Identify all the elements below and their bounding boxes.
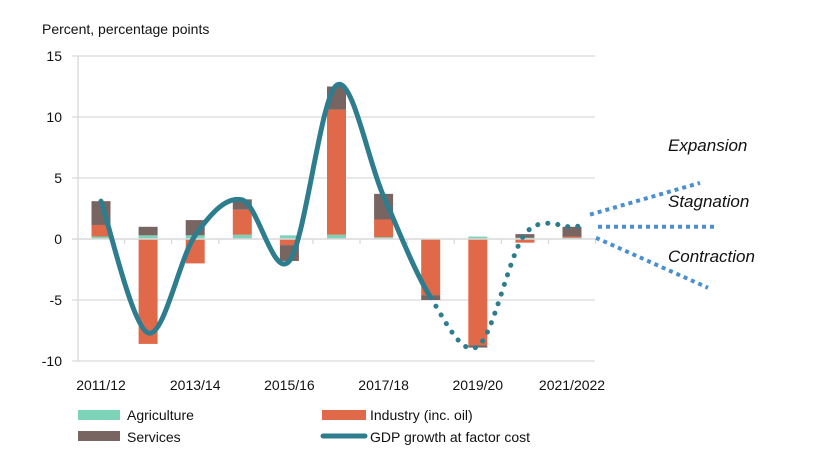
bar-industry-2020-21 xyxy=(515,239,535,243)
bar-services-2019-20 xyxy=(468,345,488,348)
scenario-lines xyxy=(589,180,718,290)
bar-industry-2021-2022 xyxy=(562,236,582,238)
y-tick-label: 0 xyxy=(54,231,62,247)
gdp-line-projected xyxy=(428,220,581,351)
bar-services-2021-2022 xyxy=(562,226,582,237)
legend-swatch-agriculture xyxy=(78,410,120,420)
bar-agriculture-2011-12 xyxy=(91,236,111,239)
bar-services-2014-15 xyxy=(232,199,252,210)
bar-industry-2018-19 xyxy=(421,239,441,296)
gdp-line xyxy=(98,81,581,351)
bar-services-2012-13 xyxy=(138,226,158,236)
scenario-label-stagnation: Stagnation xyxy=(668,192,749,211)
bar-industry-2011-12 xyxy=(91,224,111,237)
legend-swatch-industry xyxy=(322,410,366,420)
y-tick-labels: 15 10 5 0 -5 -10 xyxy=(42,48,62,369)
y-tick-label: -5 xyxy=(50,292,63,308)
bar-industry-2017-18 xyxy=(374,219,394,238)
legend-label-gdp: GDP growth at factor cost xyxy=(370,429,530,445)
bar-industry-2012-13 xyxy=(138,239,158,344)
legend: Agriculture Services Industry (inc. oil)… xyxy=(78,407,530,445)
x-tick-label: 2017/18 xyxy=(358,377,409,393)
bar-agriculture-2019-20 xyxy=(468,236,488,239)
scenario-label-contraction: Contraction xyxy=(668,247,755,266)
bar-services-2020-21 xyxy=(515,234,535,238)
x-tick-label: 2015/16 xyxy=(264,377,315,393)
bar-agriculture-2016-17 xyxy=(327,234,346,239)
bar-agriculture-2014-15 xyxy=(232,234,252,239)
bars xyxy=(91,86,582,348)
x-tick-label: 2019/20 xyxy=(452,377,503,393)
legend-label-agriculture: Agriculture xyxy=(127,407,194,423)
legend-label-industry: Industry (inc. oil) xyxy=(370,407,473,423)
legend-label-services: Services xyxy=(127,429,181,445)
bar-agriculture-2017-18 xyxy=(374,237,394,239)
gdp-line-actual xyxy=(98,81,434,336)
bar-agriculture-2012-13 xyxy=(138,235,158,239)
bar-agriculture-2015-16 xyxy=(279,235,299,239)
x-tick-label: 2011/12 xyxy=(76,377,126,393)
y-tick-label: 15 xyxy=(46,48,62,64)
y-tick-label: 5 xyxy=(54,170,62,186)
scenario-line-expansion xyxy=(589,180,701,217)
x-axis xyxy=(72,238,597,244)
y-axis-unit-label: Percent, percentage points xyxy=(42,21,209,37)
bar-industry-2014-15 xyxy=(232,209,252,235)
x-tick-labels: 2011/12 2013/14 2015/16 2017/18 2019/20 2021/… xyxy=(76,377,605,393)
bar-industry-2016-17 xyxy=(327,109,346,235)
legend-swatch-services xyxy=(78,431,120,441)
y-tick-label: 10 xyxy=(46,109,62,125)
x-tick-label: 2013/14 xyxy=(170,377,221,393)
scenario-label-expansion: Expansion xyxy=(668,136,747,155)
bar-industry-2015-16 xyxy=(279,239,299,246)
bar-industry-2019-20 xyxy=(468,239,488,346)
y-tick-label: -10 xyxy=(42,353,62,369)
x-tick-label: 2021/2022 xyxy=(539,377,605,393)
